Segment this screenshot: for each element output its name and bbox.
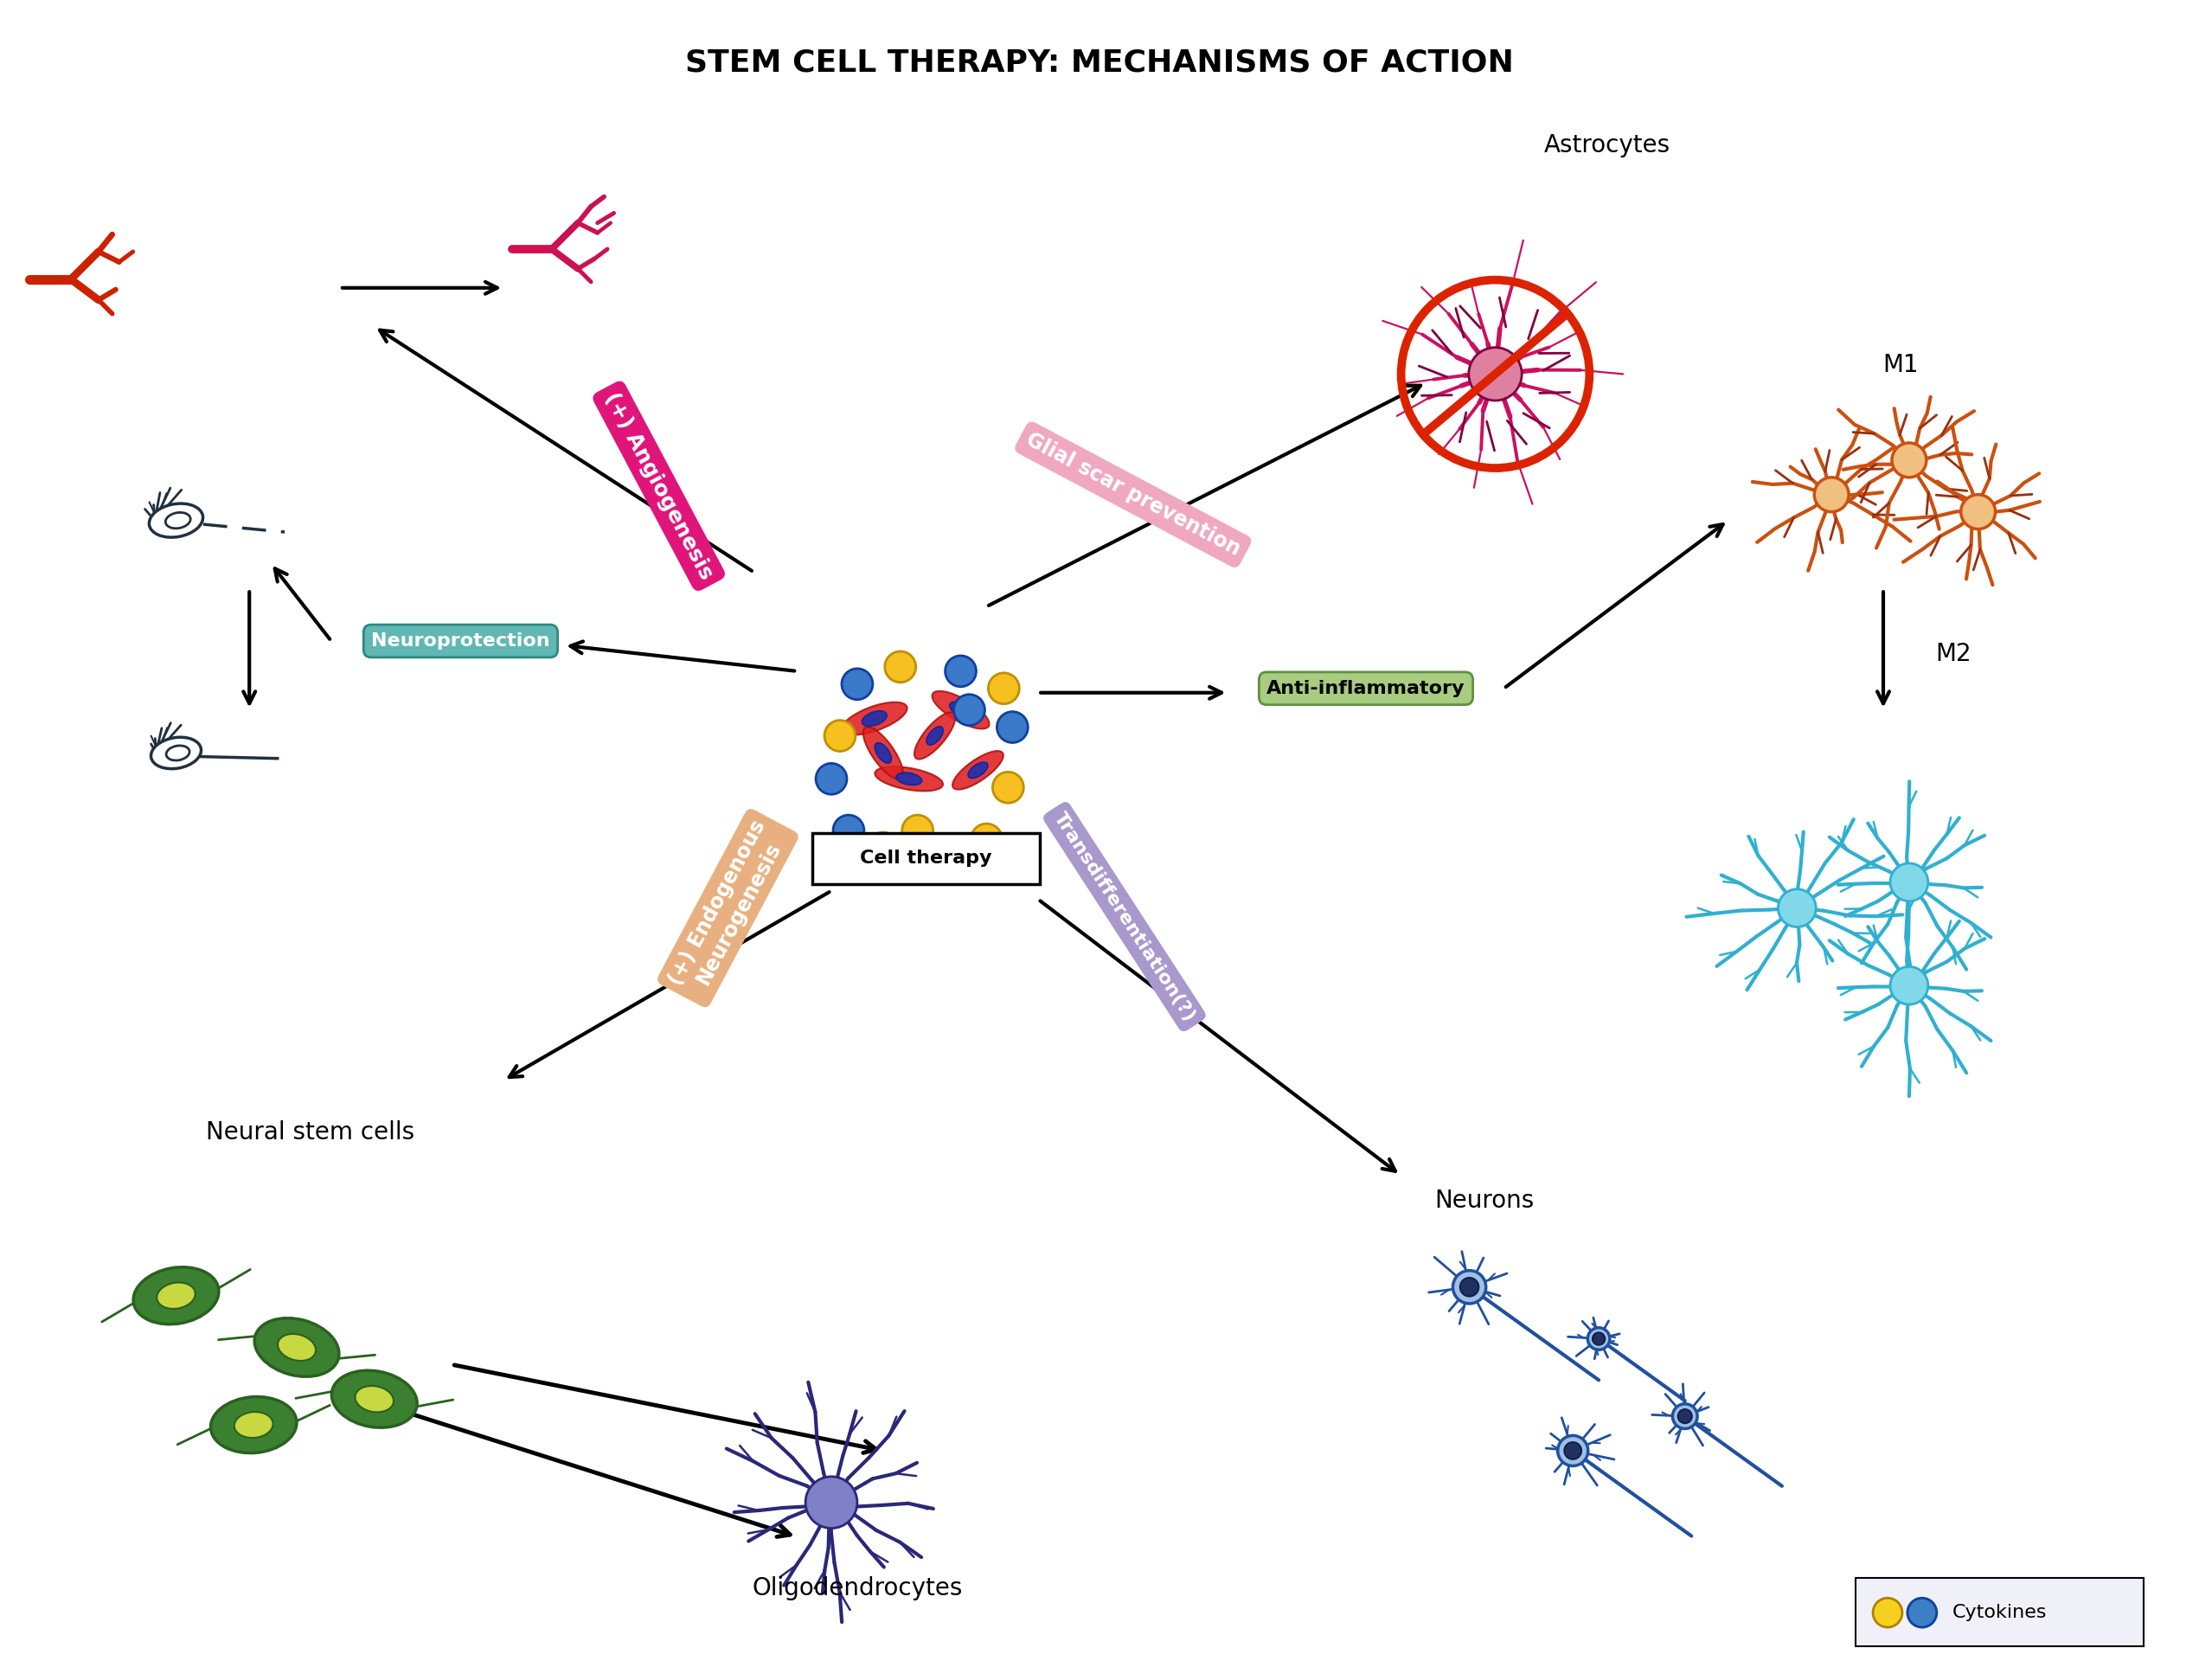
Circle shape xyxy=(946,655,976,687)
Text: Oligodendrocytes: Oligodendrocytes xyxy=(752,1576,963,1601)
Circle shape xyxy=(1907,1598,1937,1628)
Circle shape xyxy=(1592,1332,1605,1346)
Ellipse shape xyxy=(915,712,954,759)
Ellipse shape xyxy=(895,773,921,785)
Ellipse shape xyxy=(864,727,904,780)
Ellipse shape xyxy=(952,751,1003,790)
Ellipse shape xyxy=(156,1282,196,1309)
Text: Astrocytes: Astrocytes xyxy=(1544,134,1671,158)
Ellipse shape xyxy=(842,702,908,734)
Circle shape xyxy=(805,1477,858,1529)
Ellipse shape xyxy=(152,738,200,769)
Circle shape xyxy=(1814,477,1849,512)
Ellipse shape xyxy=(235,1411,273,1438)
Ellipse shape xyxy=(875,743,891,763)
Ellipse shape xyxy=(211,1396,297,1453)
Circle shape xyxy=(1588,1327,1610,1349)
Circle shape xyxy=(992,771,1023,803)
Ellipse shape xyxy=(167,746,189,761)
Text: Cell therapy: Cell therapy xyxy=(860,850,992,867)
Ellipse shape xyxy=(134,1267,218,1324)
Ellipse shape xyxy=(277,1334,317,1361)
Circle shape xyxy=(1469,348,1522,400)
Circle shape xyxy=(954,694,985,726)
Text: M2: M2 xyxy=(1935,642,1970,665)
Circle shape xyxy=(987,674,1020,704)
Ellipse shape xyxy=(150,504,202,538)
Circle shape xyxy=(1874,1598,1902,1628)
FancyBboxPatch shape xyxy=(811,833,1040,884)
Text: (+) Endogenous
Neurogenesis: (+) Endogenous Neurogenesis xyxy=(664,816,792,1000)
Circle shape xyxy=(1563,1441,1581,1460)
Text: Cytokines: Cytokines xyxy=(1953,1604,2047,1621)
Ellipse shape xyxy=(165,512,191,529)
Circle shape xyxy=(833,815,864,847)
Circle shape xyxy=(1460,1278,1478,1297)
Circle shape xyxy=(816,763,847,795)
Ellipse shape xyxy=(950,702,972,717)
Text: Glial scar prevention: Glial scar prevention xyxy=(1023,428,1245,559)
Text: Neural stem cells: Neural stem cells xyxy=(207,1121,416,1144)
Circle shape xyxy=(972,823,1003,855)
Ellipse shape xyxy=(862,711,886,726)
Text: Anti-inflammatory: Anti-inflammatory xyxy=(1267,680,1465,697)
Ellipse shape xyxy=(932,690,990,729)
Text: Neurons: Neurons xyxy=(1436,1189,1535,1213)
Ellipse shape xyxy=(255,1319,339,1376)
Circle shape xyxy=(825,721,855,751)
FancyBboxPatch shape xyxy=(1856,1578,2144,1646)
Ellipse shape xyxy=(968,763,987,778)
Circle shape xyxy=(996,712,1027,743)
Text: Neuroprotection: Neuroprotection xyxy=(372,632,550,650)
Ellipse shape xyxy=(926,726,943,744)
Text: (+) Angiogenesis: (+) Angiogenesis xyxy=(600,390,717,583)
Circle shape xyxy=(919,842,950,872)
Circle shape xyxy=(1891,864,1929,900)
Circle shape xyxy=(884,652,915,682)
Circle shape xyxy=(869,832,899,864)
Text: Transdifferentiation(?): Transdifferentiation(?) xyxy=(1051,810,1198,1025)
Circle shape xyxy=(902,815,932,847)
Ellipse shape xyxy=(354,1386,394,1413)
Circle shape xyxy=(1891,444,1926,477)
Circle shape xyxy=(1673,1404,1698,1428)
Ellipse shape xyxy=(332,1371,418,1428)
Circle shape xyxy=(1962,494,1994,529)
Text: M1: M1 xyxy=(1882,353,1918,378)
Circle shape xyxy=(1454,1270,1487,1304)
Circle shape xyxy=(1891,966,1929,1005)
Ellipse shape xyxy=(875,766,943,791)
Text: STEM CELL THERAPY: MECHANISMS OF ACTION: STEM CELL THERAPY: MECHANISMS OF ACTION xyxy=(686,49,1513,77)
Circle shape xyxy=(1678,1410,1691,1423)
Circle shape xyxy=(1779,889,1816,927)
Circle shape xyxy=(842,669,873,699)
Circle shape xyxy=(1557,1435,1588,1467)
